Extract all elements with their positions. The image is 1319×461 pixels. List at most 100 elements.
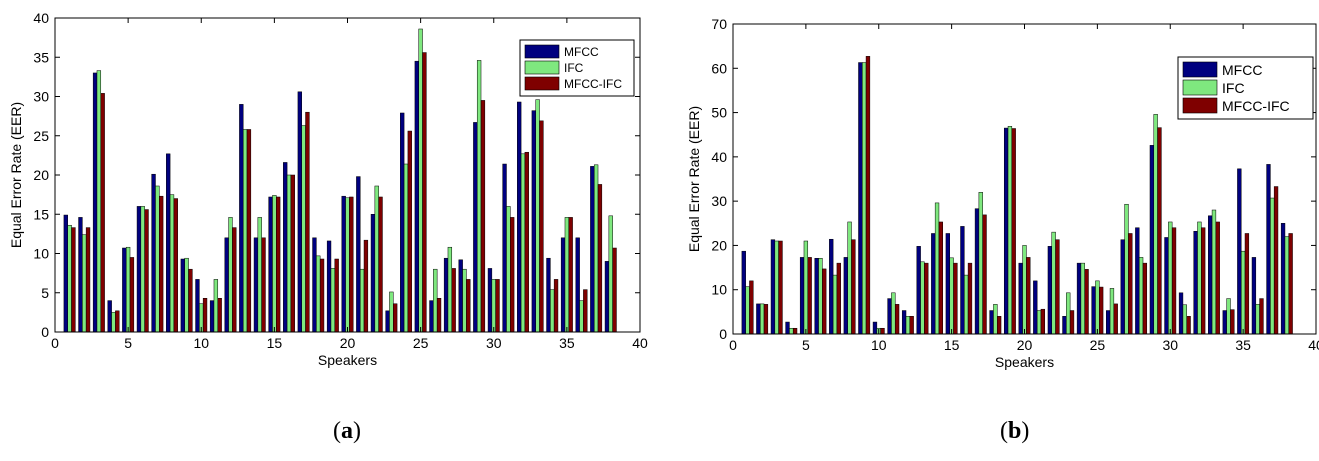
chart-b-xlabel: Speakers bbox=[995, 354, 1054, 370]
chart-b-bar-mfcc-ifc-13 bbox=[924, 262, 929, 335]
chart-a-bar-mfcc-ifc-2 bbox=[85, 227, 91, 333]
chart-b-bar-ifc-1 bbox=[745, 286, 750, 335]
chart-a-bar-ifc-11 bbox=[213, 279, 219, 333]
chart-b-bar-mfcc-20 bbox=[1018, 262, 1023, 335]
chart-a-bar-ifc-35 bbox=[564, 217, 570, 333]
chart-b-bar-mfcc-38 bbox=[1280, 223, 1286, 335]
chart-a-bar-mfcc-ifc-32 bbox=[524, 151, 529, 333]
chart-b-ylabel: Equal Error Rate (EER) bbox=[686, 106, 702, 252]
chart-b-bar-ifc-21 bbox=[1036, 310, 1042, 335]
chart-a-bar-mfcc-36 bbox=[575, 237, 580, 333]
chart-b: 0 5 10 15 20 25 30 35 40 0 10 20 30 40 50 60 70 Speakers… bbox=[686, 16, 1319, 370]
chart-b-ytick-label: 20 bbox=[711, 237, 727, 253]
chart-a-bar-mfcc-ifc-19 bbox=[334, 258, 339, 333]
chart-b-bar-ifc-26 bbox=[1109, 288, 1115, 335]
chart-b-ytick-label: 70 bbox=[711, 16, 727, 32]
chart-a-bar-mfcc-28 bbox=[458, 259, 463, 333]
chart-b-bar-mfcc-15 bbox=[945, 233, 950, 335]
chart-a-bar-mfcc-ifc-20 bbox=[349, 196, 354, 333]
chart-a-bar-mfcc-ifc-3 bbox=[100, 93, 105, 333]
chart-b-bar-mfcc-37 bbox=[1266, 164, 1271, 335]
chart-a-bar-mfcc-ifc-30 bbox=[495, 279, 500, 333]
chart-b-bar-ifc-15 bbox=[949, 257, 954, 335]
chart-a-bar-mfcc-14 bbox=[253, 237, 259, 333]
chart-a-bar-mfcc-4 bbox=[107, 300, 112, 333]
chart-a-bar-mfcc-ifc-25 bbox=[422, 52, 427, 333]
chart-a-bar-mfcc-12 bbox=[224, 237, 229, 333]
chart-a-bar-ifc-7 bbox=[155, 185, 160, 333]
chart-b-bar-ifc-20 bbox=[1022, 245, 1027, 335]
chart-b-bar-mfcc-29 bbox=[1149, 145, 1155, 335]
chart-a-bar-mfcc-33 bbox=[531, 110, 536, 333]
chart-b-bar-ifc-13 bbox=[920, 261, 925, 335]
chart-b-bar-mfcc-ifc-18 bbox=[996, 316, 1002, 335]
chart-b-legend-swatch-ifc bbox=[1182, 79, 1218, 96]
chart-b-bar-ifc-28 bbox=[1138, 257, 1144, 335]
chart-b-bar-mfcc-ifc-1 bbox=[749, 280, 754, 335]
chart-b-bar-mfcc-ifc-17 bbox=[982, 214, 987, 335]
chart-b-legend: MFCC IFC MFCC-IFC bbox=[1177, 56, 1314, 120]
chart-b-bar-mfcc-4 bbox=[785, 321, 790, 335]
chart-b-bars bbox=[741, 56, 1293, 335]
chart-a-bar-mfcc-ifc-35 bbox=[568, 217, 573, 333]
chart-a-bar-mfcc-ifc-34 bbox=[553, 279, 559, 333]
chart-a-bar-ifc-32 bbox=[520, 153, 526, 333]
chart-a-bar-mfcc-ifc-5 bbox=[129, 257, 135, 333]
chart-a-xtick-label: 20 bbox=[340, 335, 356, 351]
chart-b-bar-ifc-14 bbox=[934, 202, 940, 335]
chart-a-bar-mfcc-20 bbox=[341, 195, 346, 333]
chart-b-bar-mfcc-5 bbox=[799, 257, 805, 335]
chart-b-bar-ifc-7 bbox=[832, 274, 838, 335]
chart-b-bar-ifc-12 bbox=[905, 316, 911, 335]
chart-a-ticks: 0 5 10 15 20 25 30 35 40 0 5 10 15 20 25 30 35 40 bbox=[33, 10, 648, 351]
chart-b-bar-mfcc-ifc-2 bbox=[763, 304, 769, 335]
chart-a-ylabel: Equal Error Rate (EER) bbox=[8, 102, 24, 248]
chart-a-bar-ifc-28 bbox=[462, 268, 467, 333]
chart-a-bar-ifc-1 bbox=[67, 224, 72, 333]
chart-a-bar-mfcc-15 bbox=[268, 196, 273, 333]
chart-b-bar-mfcc-16 bbox=[960, 226, 965, 335]
chart-a-bar-mfcc-29 bbox=[473, 122, 478, 333]
chart-a-bar-mfcc-23 bbox=[385, 310, 390, 333]
chart-b-bar-mfcc-18 bbox=[989, 310, 994, 335]
chart-a-xtick-label: 25 bbox=[413, 335, 429, 351]
chart-b-bar-mfcc-26 bbox=[1106, 310, 1111, 335]
chart-a-bar-mfcc-10 bbox=[195, 279, 200, 333]
chart-a-bar-mfcc-ifc-11 bbox=[217, 298, 222, 333]
chart-a-xtick-label: 40 bbox=[632, 335, 648, 351]
chart-a-bar-mfcc-9 bbox=[180, 258, 185, 333]
chart-a-bar-mfcc-2 bbox=[78, 217, 83, 333]
chart-a-bar-mfcc-19 bbox=[326, 240, 332, 333]
chart-a-bar-ifc-12 bbox=[228, 217, 233, 333]
chart-a-ytick-label: 10 bbox=[33, 246, 49, 262]
chart-b-bar-ifc-31 bbox=[1182, 304, 1187, 335]
chart-b-bar-mfcc-ifc-22 bbox=[1055, 239, 1060, 335]
chart-a-bar-mfcc-ifc-29 bbox=[480, 100, 486, 333]
chart-b-bar-ifc-9 bbox=[862, 62, 867, 335]
chart-b-xtick-label: 20 bbox=[1017, 337, 1033, 353]
chart-a-bar-ifc-36 bbox=[579, 300, 584, 333]
chart-b-ytick-label: 0 bbox=[719, 326, 727, 342]
chart-b-xtick-label: 10 bbox=[871, 337, 887, 353]
chart-b-bar-ifc-35 bbox=[1240, 250, 1246, 335]
chart-a-bar-ifc-22 bbox=[374, 185, 379, 333]
chart-b-bar-mfcc-ifc-28 bbox=[1142, 262, 1148, 335]
chart-b-bar-mfcc-12 bbox=[901, 310, 907, 335]
chart-b-bar-mfcc-ifc-26 bbox=[1113, 303, 1118, 335]
chart-a-bar-mfcc-ifc-15 bbox=[276, 196, 281, 333]
chart-b-bar-mfcc-ifc-23 bbox=[1069, 310, 1075, 335]
chart-b-xtick-label: 0 bbox=[729, 337, 737, 353]
chart-a-bar-mfcc-ifc-16 bbox=[290, 174, 295, 333]
chart-b-bar-mfcc-30 bbox=[1164, 237, 1169, 335]
chart-a-bar-mfcc-35 bbox=[560, 237, 566, 333]
chart-a-bar-mfcc-5 bbox=[122, 247, 127, 333]
chart-b-legend-label-ifc: IFC bbox=[1222, 80, 1245, 96]
chart-b-bar-mfcc-11 bbox=[887, 298, 892, 335]
chart-a-bar-mfcc-18 bbox=[312, 237, 317, 333]
chart-b-bar-mfcc-1 bbox=[741, 250, 746, 335]
chart-b-bar-ifc-37 bbox=[1270, 197, 1275, 335]
chart-b-ytick-label: 10 bbox=[711, 282, 727, 298]
chart-b-bar-ifc-22 bbox=[1051, 231, 1056, 335]
chart-b-bar-mfcc-ifc-16 bbox=[967, 262, 973, 335]
chart-b-bar-mfcc-6 bbox=[814, 258, 819, 335]
